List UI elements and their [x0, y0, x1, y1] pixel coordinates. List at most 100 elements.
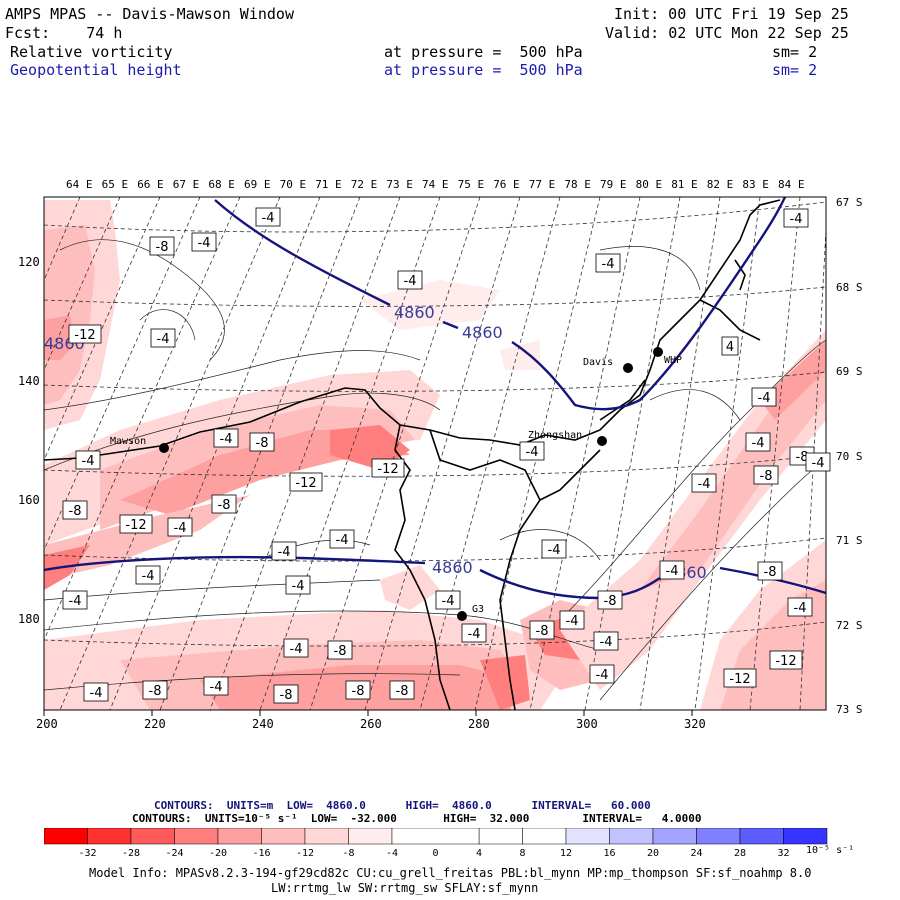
field2-name: Geopotential height — [10, 61, 182, 79]
longitude-label: 80 E — [635, 178, 663, 191]
vorticity-label: -4 — [90, 686, 103, 701]
vorticity-label-box — [271, 541, 297, 561]
vorticity-label-box — [283, 638, 309, 658]
longitude-label: 68 E — [208, 178, 235, 191]
legend-swatch — [783, 828, 828, 845]
vorticity-label-box — [589, 664, 615, 684]
longitude-label: 70 E — [279, 178, 307, 191]
vorticity-label: -4 — [442, 594, 455, 609]
x-axis-tick: 240 — [252, 717, 274, 731]
vorticity-label-box — [211, 494, 237, 514]
longitude-label: 65 E — [101, 178, 129, 191]
vorticity-label: -4 — [292, 579, 305, 594]
vorticity-label: -4 — [602, 257, 615, 272]
vorticity-label-box — [150, 328, 176, 348]
vorticity-label: -4 — [262, 211, 275, 226]
field1-pressure: at pressure = 500 hPa — [384, 43, 583, 61]
vorticity-label-box — [213, 428, 239, 448]
vorticity-label-box — [805, 452, 831, 472]
longitude-label: 73 E — [386, 178, 413, 191]
vorticity-label: -4 — [758, 391, 771, 406]
legend-swatch — [696, 828, 741, 845]
vorticity-label-box — [461, 623, 487, 643]
vorticity-label: -8 — [149, 684, 162, 699]
legend-swatch — [609, 828, 654, 845]
longitude-label: 64 E — [66, 178, 93, 191]
x-axis-tick: 200 — [36, 717, 58, 731]
vorticity-label: -4 — [157, 332, 170, 347]
vorticity-label: -12 — [729, 672, 750, 687]
vorticity-label-box — [255, 207, 281, 227]
field1-sm: sm= 2 — [772, 43, 818, 61]
graticule — [44, 197, 826, 710]
latitude-label: 68 S — [836, 280, 863, 294]
vorticity-label: -8 — [334, 644, 347, 659]
longitude-label: 81 E — [671, 178, 698, 191]
vorticity-label-box — [783, 208, 809, 228]
vorticity-label-box — [249, 432, 275, 452]
valid-time: Valid: 02 UTC Mon 22 Sep 25 — [605, 24, 849, 42]
longitude-label: 77 E — [528, 178, 556, 191]
vorticity-label: -4 — [698, 477, 711, 492]
legend-swatch — [304, 828, 349, 845]
vorticity-label-box — [75, 450, 101, 470]
vorticity-label: -8 — [396, 684, 409, 699]
vorticity-label: -4 — [566, 614, 579, 629]
station-label-g3: G3 — [472, 604, 484, 615]
vorticity-label-box — [757, 561, 783, 581]
vorticity-label: -8 — [69, 504, 82, 519]
vorticity-label-box — [289, 472, 323, 492]
vorticity-label-box — [135, 565, 161, 585]
height-label: 4860 — [462, 323, 503, 342]
vorticity-label-box — [753, 465, 779, 485]
legend-unit: 10⁻⁵ s⁻¹ — [806, 845, 855, 856]
y-axis-tick: 140 — [18, 374, 40, 388]
vorticity-label: -12 — [775, 654, 796, 669]
color-legend-bar — [44, 828, 828, 845]
model-info-physics: LW:rrtmg_lw SW:rrtmg_sw SFLAY:sf_mynn — [271, 881, 539, 895]
vorticity-label: -4 — [794, 601, 807, 616]
vorticity-label-box — [285, 575, 311, 595]
x-axis-tick: 300 — [576, 717, 598, 731]
legend-tick: 32 — [777, 848, 790, 859]
legend-tick: -28 — [122, 848, 141, 859]
longitude-label: 78 E — [564, 178, 591, 191]
vorticity-label: -4 — [666, 564, 679, 579]
legend-swatch — [261, 828, 306, 845]
legend-tick: 4 — [476, 848, 483, 859]
vorticity-label: -4 — [404, 274, 417, 289]
legend-swatch — [652, 828, 697, 845]
legend-tick: -16 — [252, 848, 271, 859]
vorticity-label-box — [68, 324, 102, 344]
vorticity-label-box — [83, 682, 109, 702]
vorticity-label: -8 — [256, 436, 269, 451]
vorticity-label-box — [167, 517, 193, 537]
longitude-label: 76 E — [493, 178, 520, 191]
vorticity-label: -4 — [548, 543, 561, 558]
longitude-label: 67 E — [172, 178, 200, 191]
legend-swatch — [217, 828, 262, 845]
vorticity-label: -4 — [210, 680, 223, 695]
vorticity-label: -4 — [69, 594, 82, 609]
vorticity-label-box — [721, 336, 739, 356]
vorticity-label: -8 — [764, 565, 777, 580]
longitude-label: 84 E — [778, 178, 805, 191]
height-label: 4860 — [394, 303, 435, 322]
latitude-label: 69 S — [836, 365, 863, 378]
vorticity-label-box — [142, 680, 168, 700]
vorticity-label-box — [659, 560, 685, 580]
model-info: Model Info: MPASv8.2.3-194-gf29cd82c CU:… — [89, 866, 812, 880]
longitude-label: 66 E — [137, 178, 164, 191]
vorticity-label: -4 — [790, 212, 803, 227]
vorticity-label: -4 — [526, 445, 539, 460]
vorticity-label-box — [787, 597, 813, 617]
station-label-whp: WHP — [664, 355, 682, 366]
vorticity-label: -8 — [280, 688, 293, 703]
vorticity-label: 4 — [726, 340, 734, 355]
vorticity-label: -8 — [604, 594, 617, 609]
vorticity-label-box — [329, 529, 355, 549]
longitude-label: 74 E — [422, 178, 449, 191]
vorticity-label: -8 — [796, 450, 809, 465]
vorticity-label: -4 — [596, 668, 609, 683]
legend-contours-height: CONTOURS: UNITS=m LOW= 4860.0 HIGH= 4860… — [154, 799, 651, 812]
